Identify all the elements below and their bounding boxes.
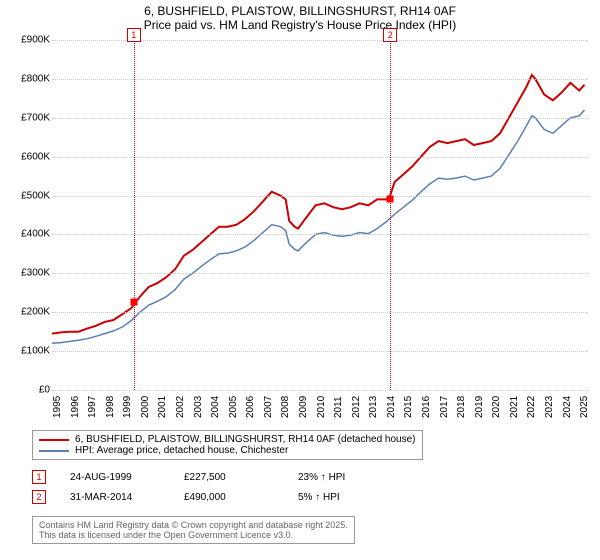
y-tick-label: £900K [21, 35, 50, 46]
sale-date: 31-MAR-2014 [70, 492, 160, 503]
legend: 6, BUSHFIELD, PLAISTOW, BILLINGSHURST, R… [32, 430, 423, 460]
sale-date: 24-AUG-1999 [70, 472, 160, 483]
x-tick-label: 2023 [544, 396, 555, 418]
x-tick-label: 2017 [439, 396, 450, 418]
copyright-line-2: This data is licensed under the Open Gov… [39, 530, 348, 540]
y-tick-label: £100K [21, 346, 50, 357]
y-axis: £0£100K£200K£300K£400K£500K£600K£700K£80… [12, 40, 52, 390]
gridline [52, 157, 588, 158]
sale-row: 1 24-AUG-1999 £227,500 23% ↑ HPI [32, 470, 572, 484]
sale-price: £490,000 [184, 492, 274, 503]
x-tick-label: 1995 [52, 396, 63, 418]
x-tick-label: 2018 [456, 396, 467, 418]
sale-marker-label: 2 [383, 28, 397, 42]
x-tick-label: 2002 [175, 396, 186, 418]
x-tick-label: 2006 [245, 396, 256, 418]
y-tick-label: £800K [21, 73, 50, 84]
x-tick-label: 2016 [421, 396, 432, 418]
x-tick-label: 2012 [351, 396, 362, 418]
x-tick-label: 2007 [263, 396, 274, 418]
plot-svg [52, 40, 588, 390]
gridline [52, 273, 588, 274]
x-tick-label: 2005 [228, 396, 239, 418]
sale-dot [130, 298, 137, 305]
x-tick-label: 2003 [193, 396, 204, 418]
y-tick-label: £400K [21, 229, 50, 240]
legend-row: HPI: Average price, detached house, Chic… [39, 445, 416, 456]
sale-marker-icon: 2 [32, 490, 46, 504]
x-tick-label: 2000 [140, 396, 151, 418]
legend-swatch [39, 439, 69, 441]
sale-vline [134, 40, 135, 390]
gridline [52, 118, 588, 119]
y-tick-label: £300K [21, 268, 50, 279]
y-tick-label: £600K [21, 151, 50, 162]
legend-label: 6, BUSHFIELD, PLAISTOW, BILLINGSHURST, R… [75, 434, 416, 445]
copyright: Contains HM Land Registry data © Crown c… [32, 516, 355, 544]
gridline [52, 79, 588, 80]
x-axis: 1995 1996 1997 1998 1999 2000 2001 2002 2003 2004… [52, 392, 588, 422]
legend-swatch [39, 450, 69, 452]
y-tick-label: £500K [21, 190, 50, 201]
x-tick-label: 2022 [526, 396, 537, 418]
sale-row: 2 31-MAR-2014 £490,000 5% ↑ HPI [32, 490, 572, 504]
x-tick-label: 1996 [70, 396, 81, 418]
x-tick-label: 1999 [122, 396, 133, 418]
x-tick-label: 2025 [579, 396, 590, 418]
title-line-2: Price paid vs. HM Land Registry's House … [0, 18, 600, 32]
gridline [52, 312, 588, 313]
x-tick-label: 2019 [474, 396, 485, 418]
gridline [52, 234, 588, 235]
sale-dot [387, 196, 394, 203]
x-tick-label: 2013 [368, 396, 379, 418]
x-tick-label: 1997 [87, 396, 98, 418]
x-tick-label: 2015 [403, 396, 414, 418]
x-tick-label: 2004 [210, 396, 221, 418]
gridline [52, 390, 588, 391]
x-tick-label: 2009 [298, 396, 309, 418]
copyright-line-1: Contains HM Land Registry data © Crown c… [39, 520, 348, 530]
chart-area: £0 £100K £200K £300K £400K £500K £600K £700K £80… [12, 40, 588, 420]
x-tick-label: 2021 [509, 396, 520, 418]
chart-titles: 6, BUSHFIELD, PLAISTOW, BILLINGSHURST, R… [0, 0, 600, 32]
series-line-property [52, 75, 585, 334]
sale-marker-label: 1 [127, 28, 141, 42]
sale-delta: 23% ↑ HPI [298, 472, 388, 483]
sales-table: 1 24-AUG-1999 £227,500 23% ↑ HPI 2 31-MAR-201… [32, 470, 572, 510]
x-tick-label: 2001 [157, 396, 168, 418]
gridline [52, 196, 588, 197]
chart-container: 6, BUSHFIELD, PLAISTOW, BILLINGSHURST, R… [0, 0, 600, 560]
legend-row: 6, BUSHFIELD, PLAISTOW, BILLINGSHURST, R… [39, 434, 416, 445]
legend-label: HPI: Average price, detached house, Chic… [75, 445, 288, 456]
sale-vline [390, 40, 391, 390]
x-tick-label: 2024 [562, 396, 573, 418]
sale-price: £227,500 [184, 472, 274, 483]
y-tick-label: £700K [21, 112, 50, 123]
plot-area: 12 [52, 40, 588, 390]
x-tick-label: 2020 [491, 396, 502, 418]
sale-marker-icon: 1 [32, 470, 46, 484]
title-line-1: 6, BUSHFIELD, PLAISTOW, BILLINGSHURST, R… [0, 4, 600, 18]
x-tick-label: 2008 [280, 396, 291, 418]
y-tick-label: £200K [21, 307, 50, 318]
x-tick-label: 2011 [333, 396, 344, 418]
x-tick-label: 1998 [105, 396, 116, 418]
sale-delta: 5% ↑ HPI [298, 492, 388, 503]
gridline [52, 351, 588, 352]
x-tick-label: 2014 [386, 396, 397, 418]
x-tick-label: 2010 [316, 396, 327, 418]
y-tick-label: £0 [39, 385, 50, 396]
